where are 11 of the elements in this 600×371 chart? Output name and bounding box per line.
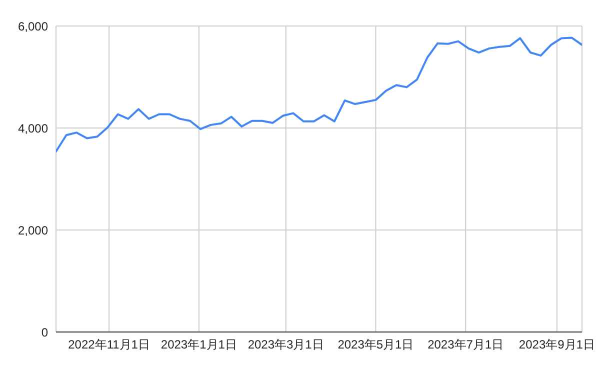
y-tick-label: 2,000 xyxy=(18,223,48,238)
y-tick-label: 0 xyxy=(41,325,48,340)
x-tick-label: 2023年5月1日 xyxy=(338,338,414,352)
x-tick-label: 2023年1月1日 xyxy=(160,338,237,352)
x-tick-label: 2023年7月1日 xyxy=(428,338,504,352)
y-tick-label: 6,000 xyxy=(18,19,48,34)
x-tick-label: 2022年11月1日 xyxy=(68,338,150,352)
line-series xyxy=(56,36,582,152)
x-tick-label: 2023年9月1日 xyxy=(518,338,595,352)
y-tick-label: 4,000 xyxy=(18,121,48,136)
x-tick-label: 2023年3月1日 xyxy=(248,338,324,352)
